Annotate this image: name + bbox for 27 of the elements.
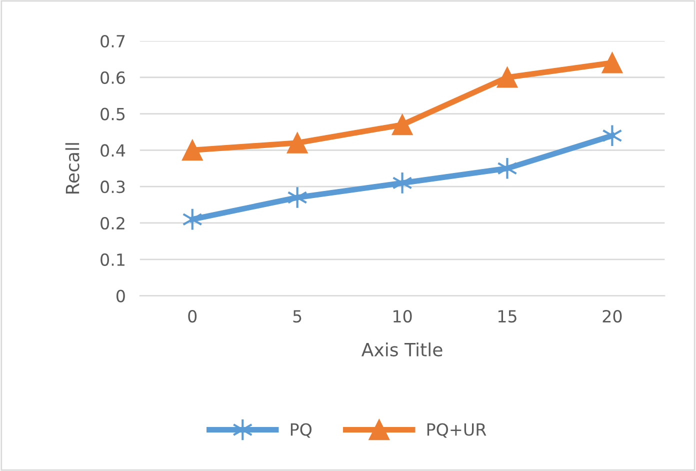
y-tick-label: 0.3	[100, 180, 125, 194]
point	[497, 156, 518, 180]
x-tick-label: 0	[188, 310, 197, 323]
x-tick-label: 5	[293, 310, 302, 323]
point	[182, 208, 202, 231]
point	[287, 186, 308, 209]
y-tick-label: 0.1	[100, 253, 124, 266]
x-tick-label: 20	[602, 310, 622, 323]
point	[602, 52, 623, 74]
point	[496, 66, 518, 88]
y-tick-label: 0.4	[100, 144, 126, 157]
x-tick-label: 15	[498, 310, 516, 323]
y-tick-label: 0.2	[100, 216, 124, 230]
x-axis-title: Axis Title	[361, 342, 442, 356]
point	[392, 171, 412, 194]
y-tick-label: 0	[116, 290, 125, 302]
point	[286, 132, 308, 154]
legend-label: PQ	[290, 423, 312, 438]
point	[602, 124, 622, 148]
legend-label: PQ+UR	[427, 423, 486, 438]
y-tick-label: 0.7	[100, 34, 125, 48]
y-axis-title: Recall	[65, 143, 80, 194]
x-tick-label: 10	[394, 310, 412, 323]
point	[182, 140, 203, 161]
y-tick-label: 0.6	[100, 71, 125, 84]
point	[392, 114, 413, 136]
y-tick-label: 0.5	[100, 108, 125, 120]
